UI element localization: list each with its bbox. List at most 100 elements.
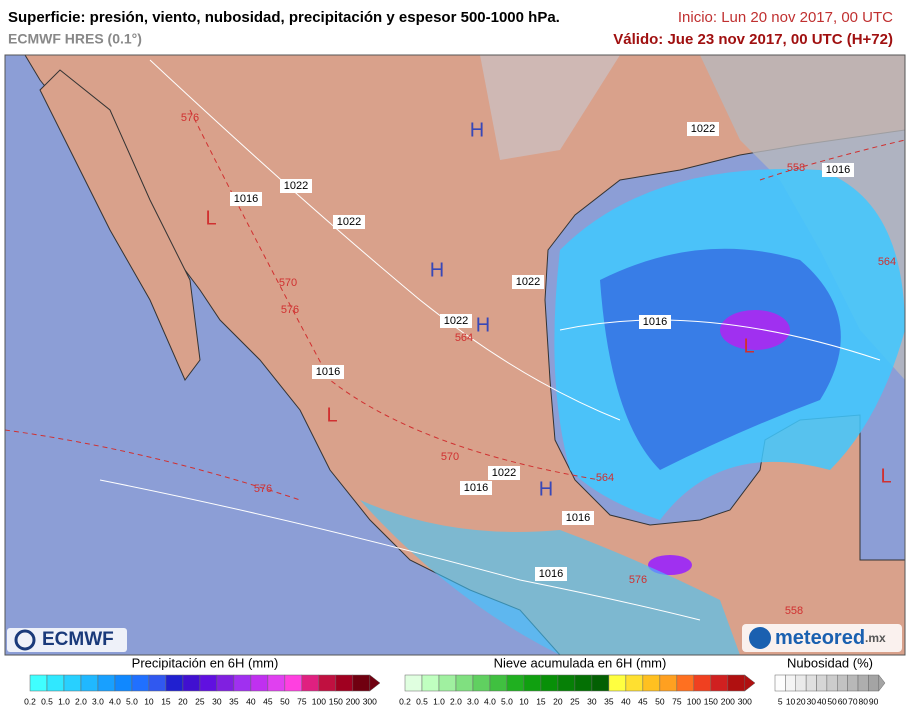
baja-california xyxy=(39,69,201,381)
isobar-label-box xyxy=(280,179,312,193)
isobar-label: 1022 xyxy=(337,216,361,228)
thickness-label: 564 xyxy=(878,256,896,268)
legend-arrow xyxy=(744,674,756,692)
logo-icon xyxy=(14,629,36,651)
legend-label: 100 xyxy=(687,696,701,706)
legend-swatch xyxy=(816,674,828,692)
legend-swatch xyxy=(795,674,807,692)
title: Superficie: presión, viento, nubosidad, … xyxy=(8,9,560,26)
legend-label: 2.0 xyxy=(75,696,87,706)
legend-label: 300 xyxy=(363,696,377,706)
legend-label: 10 xyxy=(786,696,796,706)
legend-swatch xyxy=(97,674,116,692)
legend-swatch xyxy=(574,674,593,692)
start-time: Inicio: Lun 20 nov 2017, 00 UTC xyxy=(678,9,893,26)
legend-label: 0.2 xyxy=(24,696,36,706)
legend-label: 75 xyxy=(297,696,307,706)
legend-swatch xyxy=(131,674,150,692)
legend-swatch xyxy=(404,674,423,692)
legend-label: 35 xyxy=(229,696,239,706)
legend-swatch xyxy=(63,674,82,692)
thickness-label: 570 xyxy=(441,451,459,463)
legend-swatch xyxy=(46,674,65,692)
legends: Precipitación en 6H (mm) 0.2 0.5 1.0 2.0 3.0 4… xyxy=(24,655,886,706)
legend-label: 75 xyxy=(672,696,682,706)
legend-swatch xyxy=(659,674,678,692)
legend-swatch xyxy=(727,674,746,692)
isobar-label-box xyxy=(639,315,671,329)
legend-label: 300 xyxy=(738,696,752,706)
isobar-label-box xyxy=(512,275,544,289)
isobar-label: 1016 xyxy=(539,568,563,580)
thickness-label: 576 xyxy=(629,574,647,586)
isobar-label: 1016 xyxy=(566,512,590,524)
legend-swatch xyxy=(250,674,269,692)
isobar-label-box xyxy=(312,365,344,379)
legend-label: 40 xyxy=(621,696,631,706)
legend-swatch xyxy=(774,674,786,692)
legend-swatch xyxy=(233,674,252,692)
legend-swatch xyxy=(608,674,627,692)
isobar-label: 1016 xyxy=(826,164,850,176)
legend-label: 4.0 xyxy=(484,696,496,706)
legend-swatch xyxy=(591,674,610,692)
legend-label: 4.0 xyxy=(109,696,121,706)
legend-swatch xyxy=(826,674,838,692)
legend-swatch xyxy=(489,674,508,692)
map-frame xyxy=(4,54,906,656)
pressure-center: H xyxy=(476,314,490,336)
legend-swatch xyxy=(785,674,797,692)
legend-swatch xyxy=(199,674,218,692)
legend-swatch xyxy=(693,674,712,692)
legend-swatch xyxy=(335,674,354,692)
pressure-center: L xyxy=(880,465,891,487)
logo-icon xyxy=(749,627,771,649)
legend-swatch xyxy=(868,674,880,692)
legend-label: 40 xyxy=(246,696,256,706)
legend-swatch xyxy=(540,674,559,692)
legend-swatch xyxy=(267,674,286,692)
thickness-label: 558 xyxy=(785,605,803,617)
legend-label: 100 xyxy=(312,696,326,706)
legend-label: 5 xyxy=(778,696,783,706)
legend-swatch xyxy=(857,674,869,692)
logo-meteored: meteored.mx xyxy=(775,627,886,649)
logo-box xyxy=(742,624,902,652)
legend-label: 70 xyxy=(848,696,858,706)
legend-label: 150 xyxy=(704,696,718,706)
isobar xyxy=(149,59,621,421)
legend-title: Nieve acumulada en 6H (mm) xyxy=(494,655,667,670)
precipitation-area xyxy=(600,248,841,470)
isobar-label: 1022 xyxy=(444,315,468,327)
legend-swatch xyxy=(182,674,201,692)
thickness-line xyxy=(5,429,301,501)
legend-label: 15 xyxy=(536,696,546,706)
legend-swatch xyxy=(438,674,457,692)
pressure-center: L xyxy=(326,404,337,426)
legend-label: 50 xyxy=(280,696,290,706)
isobar-label: 1016 xyxy=(234,193,258,205)
thickness-label: 558 xyxy=(787,162,805,174)
legend-swatch xyxy=(318,674,337,692)
legend-label: 80 xyxy=(858,696,868,706)
isobar-label: 1016 xyxy=(316,366,340,378)
precipitation-core xyxy=(648,555,692,575)
legend-label: 150 xyxy=(329,696,343,706)
legend-label: 60 xyxy=(838,696,848,706)
legend-label: 10 xyxy=(144,696,154,706)
legend-label: 3.0 xyxy=(467,696,479,706)
legend-label: 0.5 xyxy=(41,696,53,706)
isobar-label: 1016 xyxy=(464,482,488,494)
legend-label: 200 xyxy=(346,696,360,706)
valid-time: Válido: Jue 23 nov 2017, 00 UTC (H+72) xyxy=(613,31,893,48)
legend-label: 90 xyxy=(869,696,879,706)
isobar-label-box xyxy=(562,511,594,525)
thickness-label: 576 xyxy=(181,112,199,124)
isobar-label-box xyxy=(230,192,262,206)
legend-label: 45 xyxy=(263,696,273,706)
legend-label: 2.0 xyxy=(450,696,462,706)
isobar-label: 1022 xyxy=(284,180,308,192)
legend-label: 30 xyxy=(212,696,222,706)
isobar-label-box xyxy=(333,215,365,229)
